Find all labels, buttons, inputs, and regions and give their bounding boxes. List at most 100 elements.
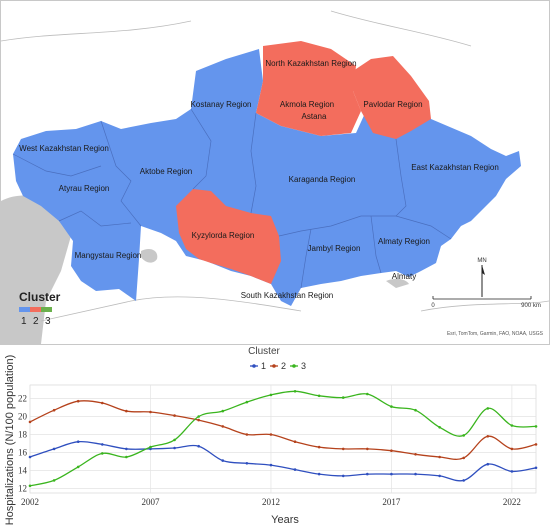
series-1-point — [197, 444, 200, 448]
series-2-point — [197, 418, 200, 422]
series-2-line — [29, 400, 537, 460]
series-3-point — [317, 394, 321, 398]
series-2-point — [125, 409, 128, 413]
legend-label-3: 3 — [45, 316, 51, 327]
series-3-point — [52, 479, 56, 482]
series-2-point — [28, 420, 32, 424]
series-3-point — [173, 438, 176, 442]
series-3-point — [76, 465, 80, 469]
caspian-sea — [1, 195, 71, 344]
series-1-point — [173, 446, 176, 450]
series-1-point — [414, 472, 417, 476]
series-1-point — [149, 447, 152, 451]
label-almaty-region: Almaty Region — [378, 237, 430, 246]
series-3-point — [100, 452, 104, 455]
series-3-point — [28, 484, 32, 488]
chart-grid — [29, 384, 537, 494]
series-1-point — [486, 462, 490, 466]
scale-bar: 0 900 km — [431, 296, 541, 309]
label-mangystau: Mangystau Region — [75, 251, 142, 260]
series-3-point — [341, 396, 345, 399]
x-tick-label: 2012 — [262, 497, 280, 507]
map-legend: Cluster 1 2 3 — [19, 290, 61, 327]
series-1-point — [366, 472, 369, 476]
scale-start: 0 — [431, 303, 435, 309]
label-astana: Astana — [302, 112, 327, 121]
series-3-point — [438, 426, 441, 429]
series-2-point — [173, 414, 176, 417]
series-2-point — [245, 433, 249, 436]
series-3-point — [197, 415, 200, 418]
series-1-point — [28, 455, 32, 459]
legend-series-1-marker — [252, 364, 256, 368]
legend-swatch-1 — [19, 307, 30, 312]
cluster-map: North Kazakhstan Region Akmola Region As… — [0, 0, 550, 345]
series-2-point — [390, 449, 393, 452]
series-3-point — [125, 455, 128, 459]
north-arrow-label: MN — [477, 258, 486, 264]
legend-title: Cluster — [19, 290, 61, 304]
x-axis-title: Years — [271, 514, 299, 526]
label-pavlodar: Pavlodar Region — [363, 100, 422, 109]
region-labels: North Kazakhstan Region Akmola Region As… — [19, 59, 499, 300]
chart-legend: 1 2 3 — [250, 361, 306, 371]
y-tick-label: 22 — [18, 394, 27, 404]
region-borders — [12, 108, 452, 289]
series-1-point — [100, 443, 104, 446]
legend-series-3-marker — [292, 364, 296, 368]
y-tick-label: 18 — [18, 430, 28, 440]
label-almaty: Almaty — [392, 272, 416, 281]
series-3-point — [534, 425, 538, 428]
chart-legend-title: Cluster — [248, 346, 280, 357]
series-2-point — [438, 455, 441, 459]
series-2-point — [414, 453, 417, 456]
aral-sea — [141, 248, 158, 263]
region-kyzylorda-area — [176, 189, 281, 284]
y-tick-label: 12 — [18, 484, 27, 494]
y-axis-title: Hospitalizations (N/100 population) — [4, 355, 16, 526]
label-kostanay: Kostanay Region — [191, 100, 252, 109]
series-3-point — [366, 392, 369, 396]
label-east-kazakhstan: East Kazakhstan Region — [411, 163, 499, 172]
x-tick-label: 2007 — [141, 497, 160, 507]
map-attribution: Esri, TomTom, Garmin, FAO, NOAA, USGS — [447, 331, 544, 337]
region-pavlodar-area — [353, 56, 431, 139]
series-2-point — [76, 399, 80, 403]
legend-series-3-label: 3 — [301, 361, 306, 371]
series-1-point — [462, 479, 466, 482]
scale-end: 900 km — [521, 303, 541, 309]
series-2-point — [100, 401, 104, 405]
legend-series-2-marker — [272, 364, 276, 368]
series-1-point — [341, 474, 345, 478]
legend-swatch-2 — [30, 307, 41, 312]
label-jambyl: Jambyl Region — [308, 244, 361, 253]
label-aktobe: Aktobe Region — [140, 167, 192, 176]
series-1-point — [52, 447, 56, 451]
x-tick-label: 2002 — [21, 497, 39, 507]
series-3-line — [29, 390, 537, 487]
legend-series-1-label: 1 — [261, 361, 266, 371]
lake-issyk-kul — [386, 278, 409, 288]
series-3-point — [245, 400, 249, 404]
label-karaganda: Karaganda Region — [289, 175, 356, 184]
series-3-point — [293, 390, 297, 393]
series-1-point — [317, 472, 321, 476]
neighbor-borders — [1, 10, 549, 322]
map-canvas: North Kazakhstan Region Akmola Region As… — [1, 10, 549, 344]
y-tick-label: 14 — [18, 466, 28, 476]
legend-label-1: 1 — [21, 316, 27, 327]
legend-series-2-label: 2 — [281, 361, 286, 371]
series-1-point — [293, 468, 297, 471]
series-1-point — [125, 447, 128, 451]
series-3-point — [462, 434, 466, 437]
series-1-line — [29, 440, 537, 482]
series-1-point — [76, 440, 80, 443]
series-2-point — [462, 456, 466, 460]
series-2-point — [534, 443, 538, 446]
series-3-point — [269, 393, 273, 397]
series-2-point — [293, 440, 297, 443]
x-tick-label: 2022 — [503, 497, 521, 507]
